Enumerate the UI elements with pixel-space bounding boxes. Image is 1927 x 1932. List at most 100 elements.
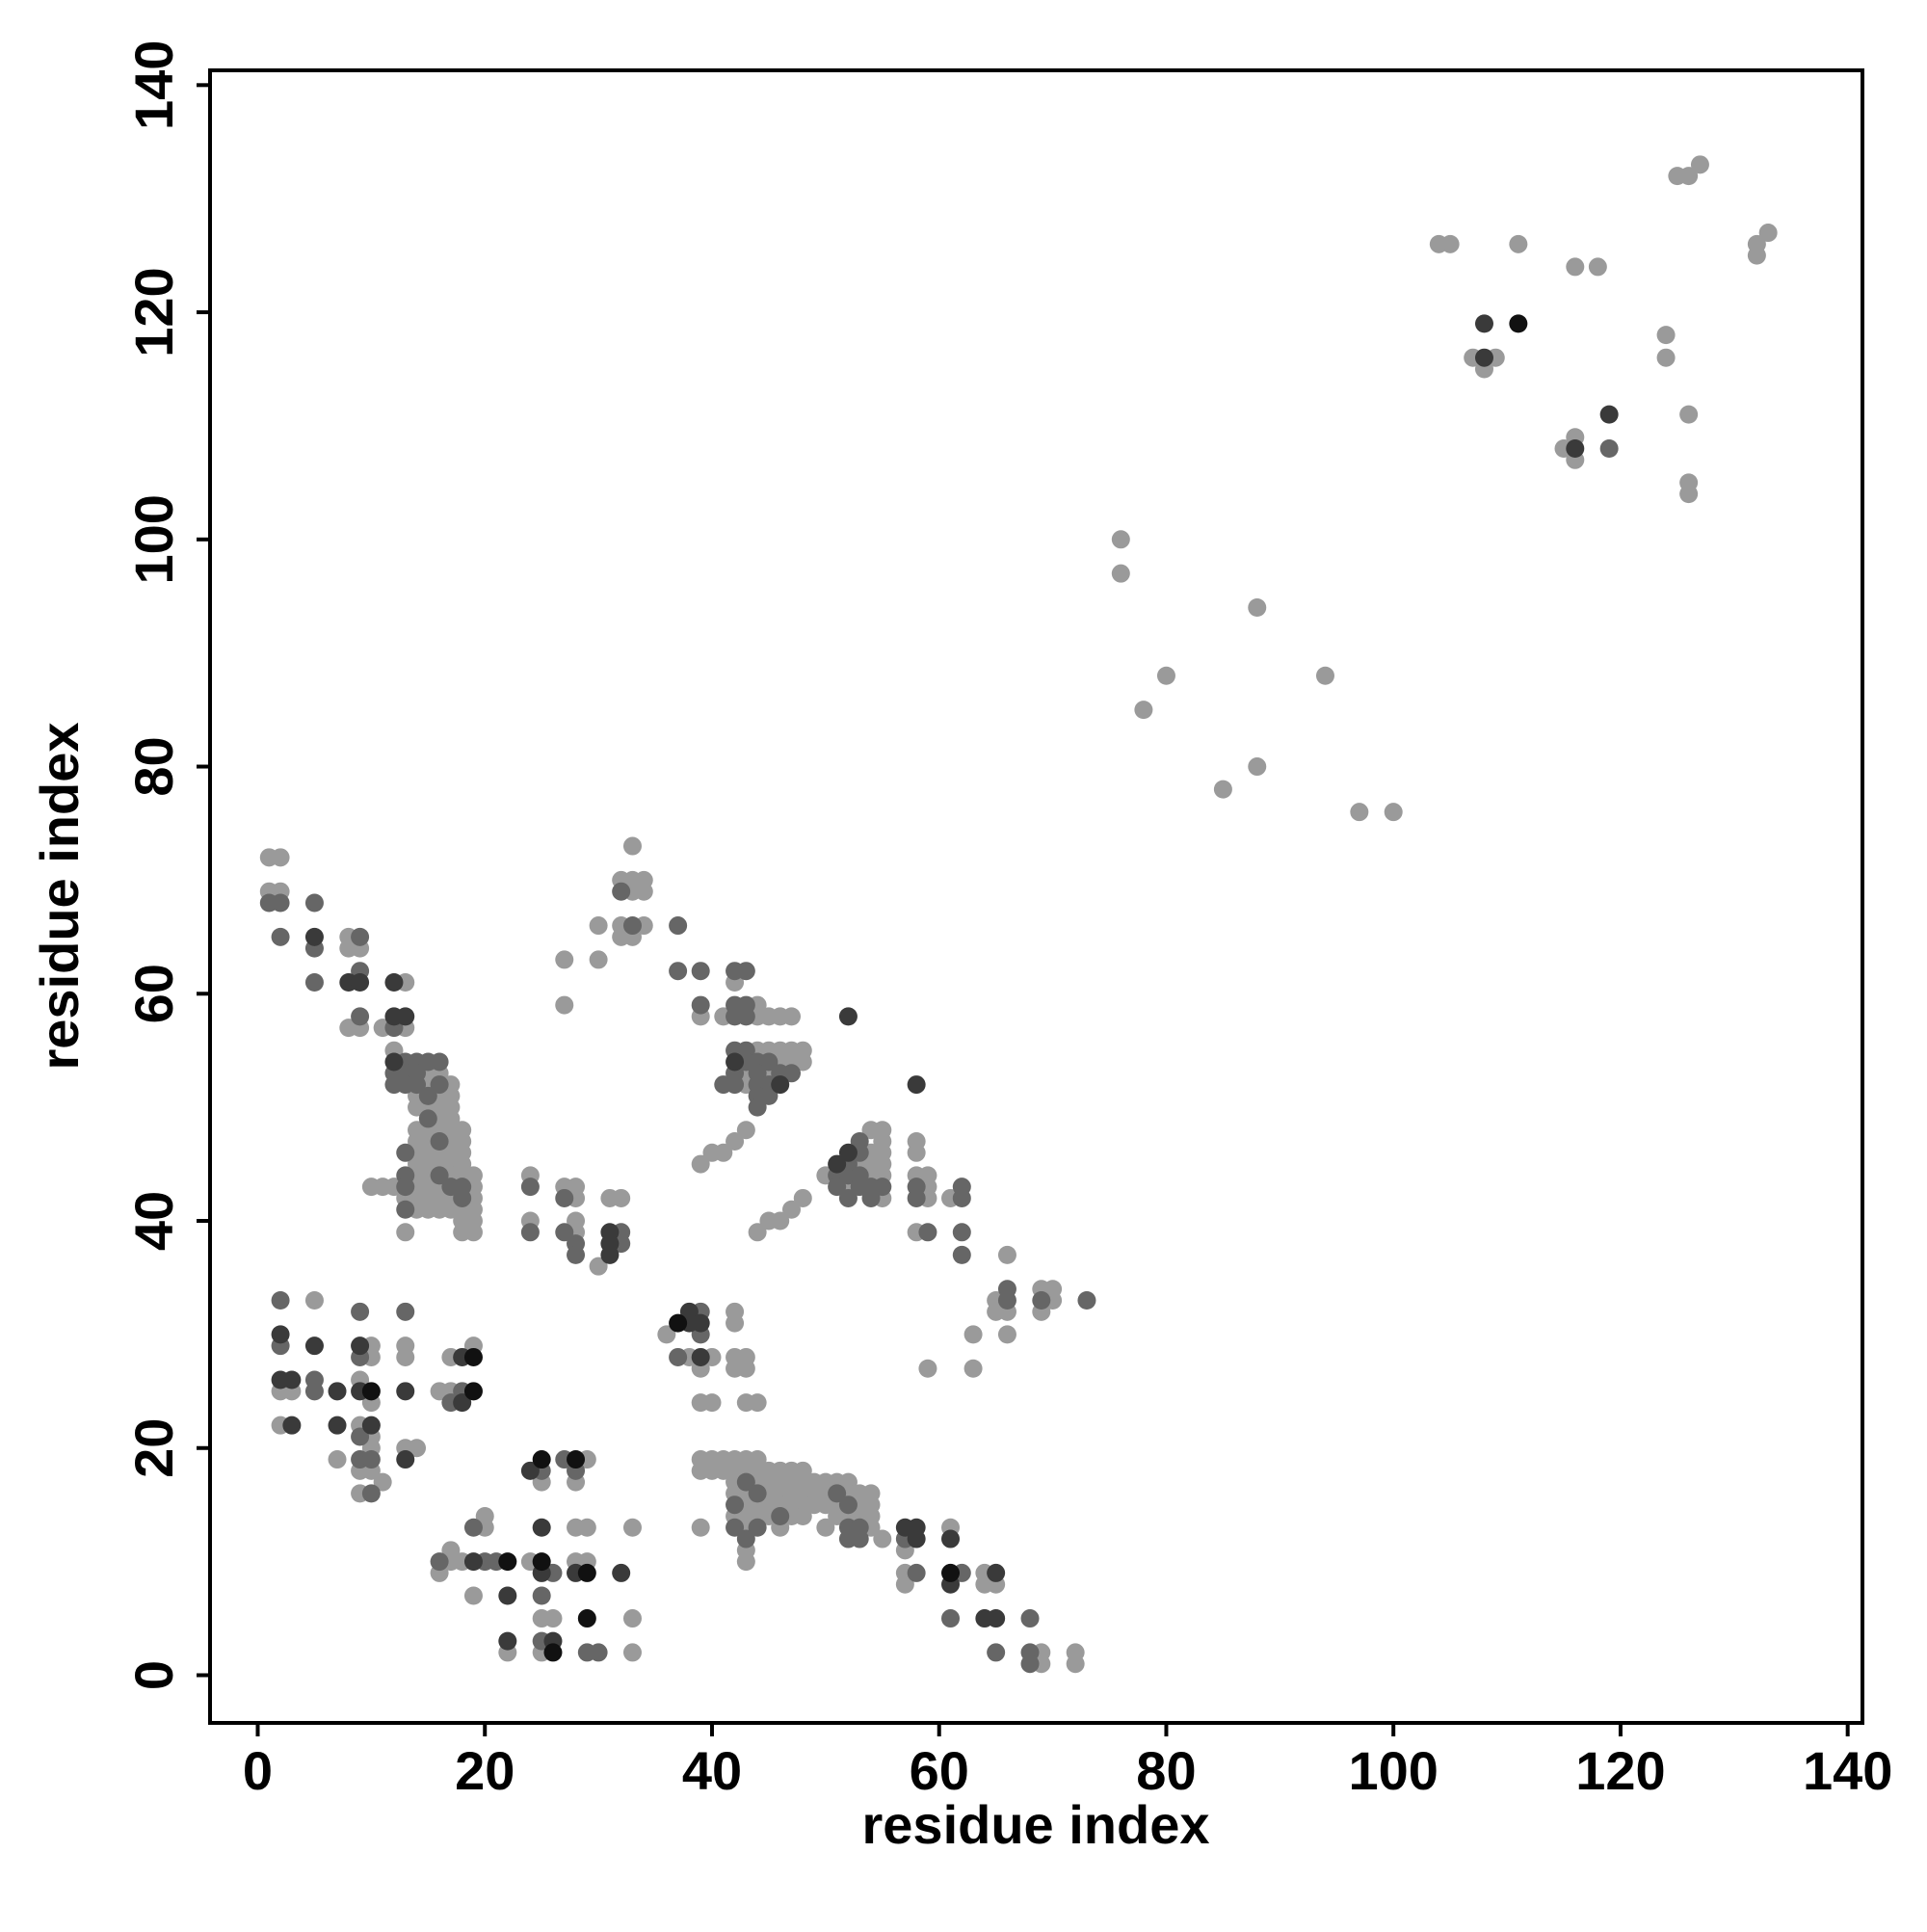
point [828, 1484, 847, 1503]
point [941, 1529, 961, 1548]
point [418, 1086, 437, 1105]
point [396, 1200, 415, 1219]
point [736, 1472, 755, 1492]
x-tick-label: 60 [910, 1740, 969, 1801]
point [793, 1506, 812, 1525]
point [838, 1495, 858, 1515]
point [736, 1359, 755, 1378]
point [373, 1472, 392, 1492]
point [941, 1563, 961, 1582]
point [408, 1075, 427, 1095]
point [622, 1518, 642, 1537]
point [726, 1075, 745, 1095]
point [1248, 757, 1267, 777]
point [351, 972, 370, 992]
point [396, 1382, 415, 1401]
point [520, 1178, 540, 1197]
point [498, 1586, 517, 1605]
point [567, 1245, 586, 1264]
point [396, 1450, 415, 1469]
point [952, 1188, 971, 1207]
point [396, 1223, 415, 1242]
point [748, 1518, 767, 1537]
point [771, 1506, 790, 1525]
point [453, 1188, 472, 1207]
point [1509, 234, 1528, 253]
point [351, 927, 370, 946]
point [918, 1223, 937, 1242]
point [532, 1518, 551, 1537]
point [895, 1575, 914, 1594]
point [1315, 666, 1334, 685]
point [838, 1143, 858, 1162]
point [304, 927, 324, 946]
point [726, 1052, 745, 1072]
x-tick-label: 100 [1348, 1740, 1438, 1801]
point [1440, 234, 1460, 253]
point [1758, 224, 1778, 243]
point [567, 1211, 586, 1231]
point [463, 1586, 483, 1605]
point [555, 1223, 574, 1242]
point [271, 1325, 290, 1344]
point [964, 1325, 983, 1344]
point [622, 1643, 642, 1662]
point [396, 1347, 415, 1366]
plot-frame [208, 68, 1864, 1725]
point [622, 916, 642, 936]
x-axis-label: residue index [861, 1794, 1209, 1855]
point [691, 1347, 710, 1366]
point [555, 1188, 574, 1207]
point [577, 1609, 596, 1628]
point [282, 1370, 302, 1389]
y-tick-label: 60 [123, 964, 184, 1023]
point [736, 1007, 755, 1026]
point [669, 1347, 688, 1366]
y-tick-label: 100 [123, 494, 184, 584]
point [612, 1563, 631, 1582]
point [1248, 598, 1267, 618]
point [463, 1223, 483, 1242]
point [952, 1245, 971, 1264]
point [702, 1143, 722, 1162]
point [271, 927, 290, 946]
point [691, 995, 710, 1015]
point [498, 1631, 517, 1651]
point [691, 1518, 710, 1537]
point [1656, 348, 1676, 367]
point [1509, 314, 1528, 333]
point [361, 1382, 381, 1401]
point [520, 1461, 540, 1480]
y-tick-label: 80 [123, 736, 184, 796]
point [351, 1427, 370, 1446]
point [612, 1188, 631, 1207]
point [384, 1052, 404, 1072]
point [907, 1143, 926, 1162]
y-tick-label: 0 [123, 1660, 184, 1690]
y-tick-label: 120 [123, 267, 184, 357]
point [1690, 155, 1709, 174]
point [861, 1121, 881, 1140]
point [430, 1075, 449, 1095]
point [328, 1450, 347, 1469]
point [555, 995, 574, 1015]
point [396, 1143, 415, 1162]
point [726, 1132, 745, 1151]
point [396, 1007, 415, 1026]
point [396, 1178, 415, 1197]
point [282, 1416, 302, 1435]
point [577, 1563, 596, 1582]
point [781, 1064, 801, 1083]
point [907, 1188, 926, 1207]
point [1111, 530, 1130, 549]
point [838, 1007, 858, 1026]
point [532, 1586, 551, 1605]
point [271, 893, 290, 913]
point [430, 1132, 449, 1151]
point [589, 950, 608, 969]
point [1679, 405, 1699, 424]
point [850, 1529, 869, 1548]
point [781, 1007, 801, 1026]
point [304, 893, 324, 913]
point [873, 1178, 892, 1197]
